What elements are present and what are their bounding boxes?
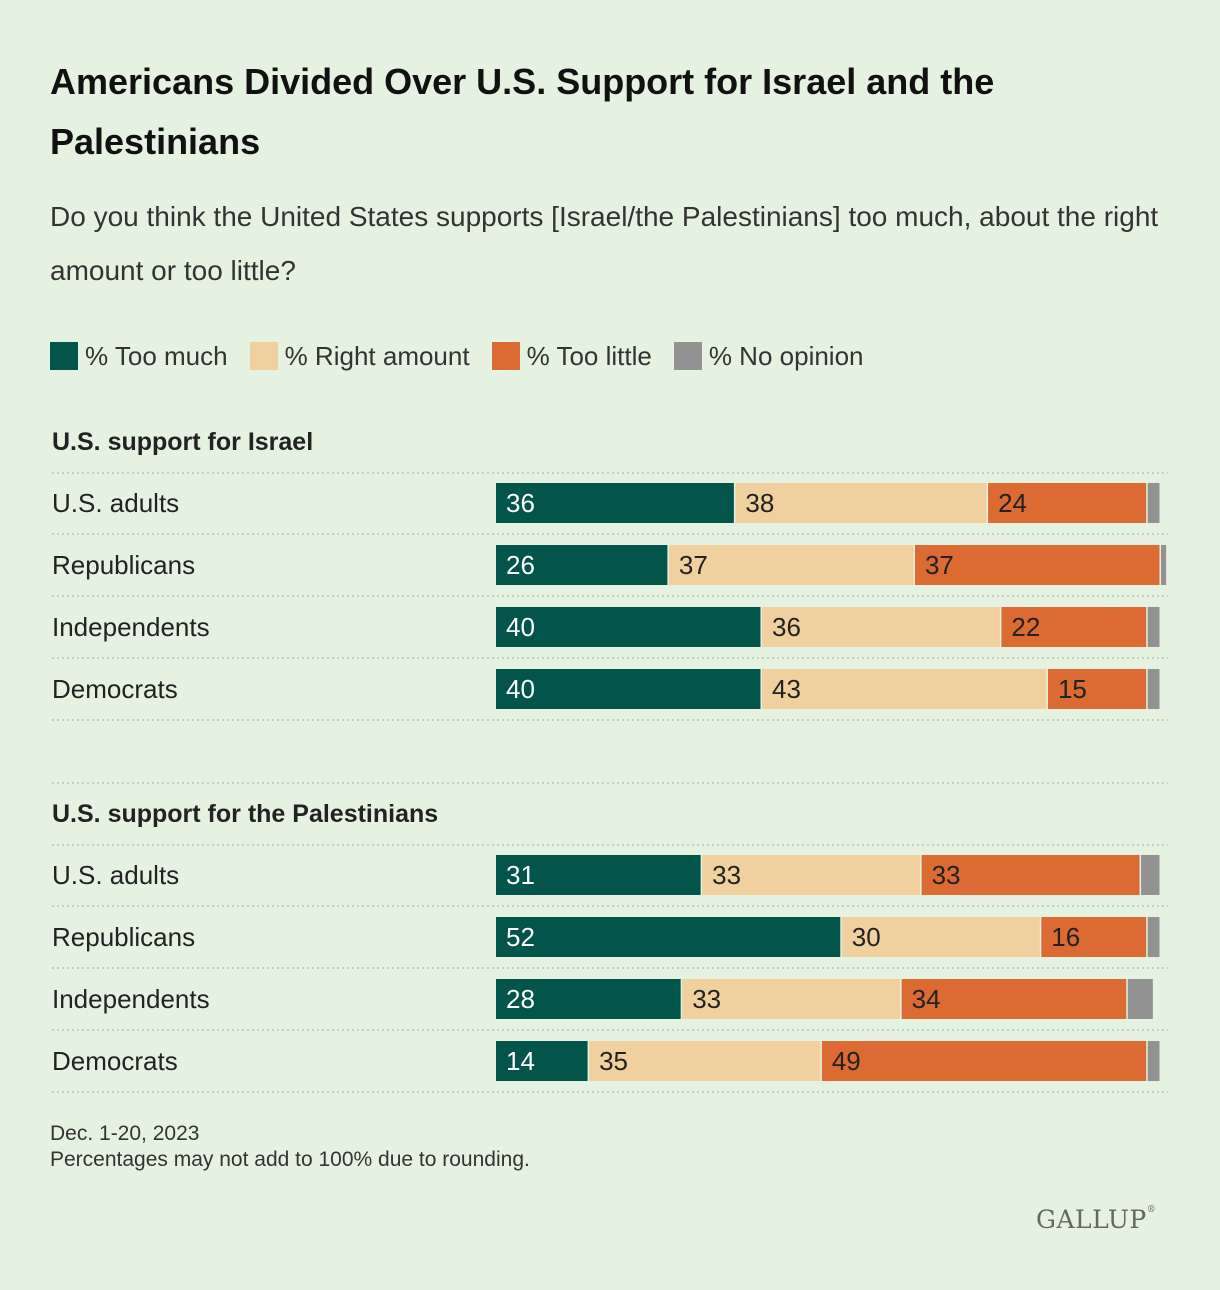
legend-item-right-amount: % Right amount — [249, 340, 470, 372]
bar-israel-0-too-little — [988, 483, 1147, 523]
bar-label-palestinians-3-too-little: 49 — [832, 1046, 861, 1076]
bar-palestinians-0-no-opinion — [1141, 855, 1160, 895]
bar-palestinians-1-too-much — [496, 917, 841, 957]
bar-palestinians-3-right-amount — [589, 1041, 821, 1081]
legend: % Too much % Right amount % Too little %… — [50, 336, 886, 376]
row-label-palestinians-0: U.S. adults — [52, 860, 179, 890]
bar-label-palestinians-0-too-much: 31 — [506, 860, 535, 890]
bar-israel-2-right-amount — [762, 607, 1000, 647]
bar-label-israel-1-right-amount: 37 — [679, 550, 708, 580]
bar-label-palestinians-2-too-little: 34 — [912, 984, 941, 1014]
bar-palestinians-0-too-much — [496, 855, 701, 895]
bar-label-israel-1-too-much: 26 — [506, 550, 535, 580]
bar-palestinians-1-no-opinion — [1147, 917, 1160, 957]
bar-palestinians-3-no-opinion — [1147, 1041, 1160, 1081]
chart-subtitle: Do you think the United States supports … — [50, 201, 1159, 286]
bar-palestinians-3-too-little — [821, 1041, 1147, 1081]
legend-label-right-amount: % Right amount — [284, 340, 470, 371]
bar-label-israel-3-too-little: 15 — [1058, 674, 1087, 704]
bar-israel-3-right-amount — [762, 669, 1047, 709]
bar-label-palestinians-3-too-much: 14 — [506, 1046, 535, 1076]
footnote-date: Dec. 1-20, 2023 — [50, 1122, 200, 1145]
footnote-note: Percentages may not add to 100% due to r… — [50, 1148, 530, 1171]
bar-palestinians-2-too-little — [901, 979, 1127, 1019]
bar-label-israel-1-too-little: 37 — [925, 550, 954, 580]
legend-swatch-too-little — [491, 342, 520, 370]
bar-label-israel-0-too-little: 24 — [998, 488, 1027, 518]
bar-israel-1-too-little — [914, 545, 1160, 585]
gallup-logo: GALLUP® — [1036, 1205, 1157, 1234]
panel-title-israel: U.S. support for Israel — [52, 428, 313, 456]
bar-label-palestinians-1-too-little: 16 — [1051, 922, 1080, 952]
bar-label-israel-3-too-much: 40 — [506, 674, 535, 704]
bar-palestinians-0-right-amount — [702, 855, 921, 895]
bar-palestinians-2-no-opinion — [1127, 979, 1153, 1019]
legend-item-too-little: % Too little — [491, 340, 652, 372]
bar-israel-2-too-much — [496, 607, 761, 647]
stacked-bar-chart: U.S. support for Israel U.S. adults 36 38 24… — [52, 428, 1168, 1093]
bar-palestinians-1-too-little — [1041, 917, 1147, 957]
bar-label-israel-2-too-little: 22 — [1011, 612, 1040, 642]
bar-israel-2-too-little — [1001, 607, 1147, 647]
bar-israel-0-too-much — [496, 483, 734, 523]
bar-label-palestinians-2-too-much: 28 — [506, 984, 535, 1014]
row-label-palestinians-1: Republicans — [52, 922, 195, 952]
chart-title: Americans Divided Over U.S. Support for … — [50, 61, 995, 162]
bar-label-palestinians-0-too-little: 33 — [932, 860, 961, 890]
bar-label-israel-2-right-amount: 36 — [772, 612, 801, 642]
bar-israel-3-no-opinion — [1147, 669, 1160, 709]
legend-label-too-little: % Too little — [526, 340, 652, 371]
panel-title-palestinians: U.S. support for the Palestinians — [52, 800, 438, 828]
gallup-logo-text: GALLUP — [1036, 1205, 1147, 1234]
legend-label-too-much: % Too much — [85, 340, 228, 371]
bar-israel-3-too-little — [1047, 669, 1147, 709]
bar-palestinians-3-too-much — [496, 1041, 588, 1081]
bar-label-palestinians-1-too-much: 52 — [506, 922, 535, 952]
legend-swatch-no-opinion — [673, 342, 702, 370]
bar-label-israel-0-right-amount: 38 — [745, 488, 774, 518]
row-label-israel-3: Democrats — [52, 674, 178, 704]
legend-label-no-opinion: % No opinion — [708, 340, 864, 371]
legend-item-no-opinion: % No opinion — [673, 340, 864, 372]
bar-palestinians-2-right-amount — [682, 979, 901, 1019]
bar-palestinians-0-too-little — [921, 855, 1140, 895]
bar-label-palestinians-2-right-amount: 33 — [692, 984, 721, 1014]
bar-label-israel-0-too-much: 36 — [506, 488, 535, 518]
bar-israel-0-no-opinion — [1147, 483, 1160, 523]
bar-label-palestinians-3-right-amount: 35 — [599, 1046, 628, 1076]
bar-israel-1-right-amount — [668, 545, 914, 585]
bar-label-palestinians-1-right-amount: 30 — [852, 922, 881, 952]
footnote: Dec. 1-20, 2023 Percentages may not add … — [50, 1121, 530, 1173]
bar-israel-1-no-opinion — [1161, 545, 1167, 585]
row-label-israel-1: Republicans — [52, 550, 195, 580]
row-label-palestinians-3: Democrats — [52, 1046, 178, 1076]
row-label-palestinians-2: Independents — [52, 984, 210, 1014]
legend-item-too-much: % Too much — [50, 341, 228, 372]
bar-palestinians-1-right-amount — [841, 917, 1040, 957]
legend-swatch-right-amount — [249, 342, 278, 370]
bar-label-palestinians-0-right-amount: 33 — [712, 860, 741, 890]
bar-israel-0-right-amount — [735, 483, 987, 523]
row-label-israel-2: Independents — [52, 612, 210, 642]
row-label-israel-0: U.S. adults — [52, 488, 179, 518]
bar-israel-2-no-opinion — [1147, 607, 1160, 647]
bar-label-israel-3-right-amount: 43 — [772, 674, 801, 704]
bar-label-israel-2-too-much: 40 — [506, 612, 535, 642]
bar-israel-1-too-much — [496, 545, 668, 585]
bar-israel-3-too-much — [496, 669, 761, 709]
bar-palestinians-2-too-much — [496, 979, 681, 1019]
legend-swatch-too-much — [50, 342, 78, 370]
